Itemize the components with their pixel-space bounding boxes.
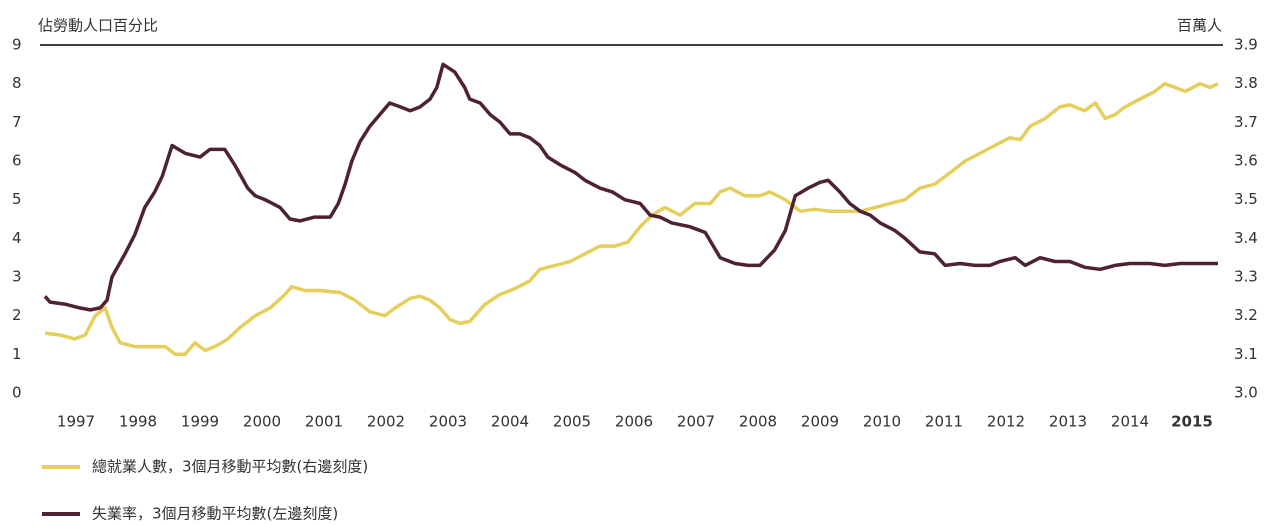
x-tick-label: 2007 [677,413,715,431]
y2-tick-label: 3.4 [1234,229,1258,247]
y-axis-label: 佔勞動人口百分比 [38,17,158,35]
y-tick-label: 9 [12,36,22,54]
x-tick-label: 2008 [739,413,777,431]
x-tick-label: 2001 [305,413,343,431]
y-tick-label: 1 [12,345,22,363]
y2-tick-label: 3.9 [1234,36,1258,54]
y2-tick-label: 3.5 [1234,190,1258,208]
y-tick-label: 2 [12,306,22,324]
series-line [43,62,1218,312]
x-tick-label: 2005 [553,413,591,431]
y2-tick-label: 3.2 [1234,306,1258,324]
x-tick-label: 2002 [367,413,405,431]
series-line [44,81,1219,357]
y-tick-label: 0 [12,384,22,402]
x-tick-label: 2015 [1171,413,1213,431]
x-tick-label: 1997 [57,413,95,431]
x-tick-label: 2011 [925,413,963,431]
y2-tick-label: 3.8 [1234,74,1258,92]
y-tick-label: 8 [12,74,22,92]
x-tick-label: 2004 [491,413,529,431]
y2-tick-label: 3.0 [1234,384,1258,402]
x-tick-label: 2012 [987,413,1025,431]
y2-tick-label: 3.3 [1234,268,1258,286]
y-tick-label: 4 [12,229,22,247]
x-tick-label: 1999 [181,413,219,431]
x-tick-label: 2013 [1049,413,1087,431]
y-tick-label: 3 [12,268,22,286]
x-tick-label: 2006 [615,413,653,431]
y-tick-label: 7 [12,113,22,131]
y-tick-label: 5 [12,190,22,208]
y2-axis-label: 百萬人 [1177,17,1222,35]
x-tick-label: 2000 [243,413,281,431]
legend-label: 失業率，3個月移動平均數(左邊刻度) [92,505,338,523]
y2-tick-label: 3.6 [1234,152,1258,170]
legend-label: 總就業人數，3個月移動平均數(右邊刻度) [92,458,368,476]
x-tick-label: 2010 [863,413,901,431]
x-tick-label: 2009 [801,413,839,431]
y-tick-label: 6 [12,152,22,170]
y2-tick-label: 3.7 [1234,113,1258,131]
x-tick-label: 2014 [1111,413,1149,431]
x-tick-label: 1998 [119,413,157,431]
x-tick-label: 2003 [429,413,467,431]
y2-tick-label: 3.1 [1234,345,1258,363]
